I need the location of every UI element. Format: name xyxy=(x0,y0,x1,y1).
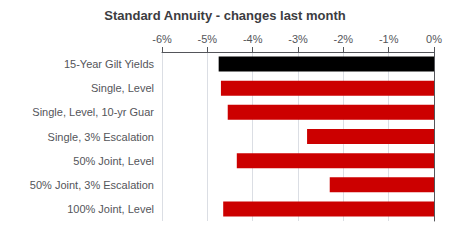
svg-text:15-Year Gilt Yields: 15-Year Gilt Yields xyxy=(64,58,155,70)
svg-text:100% Joint, Level: 100% Joint, Level xyxy=(67,203,154,215)
svg-text:50% Joint, 3% Escalation: 50% Joint, 3% Escalation xyxy=(30,179,154,191)
svg-text:Single, Level: Single, Level xyxy=(91,82,154,94)
svg-text:Single, Level, 10-yr Guar: Single, Level, 10-yr Guar xyxy=(32,106,154,118)
svg-text:0%: 0% xyxy=(426,33,442,45)
svg-text:50% Joint, Level: 50% Joint, Level xyxy=(73,155,154,167)
svg-text:Standard Annuity - changes las: Standard Annuity - changes last month xyxy=(104,8,346,23)
svg-text:-6%: -6% xyxy=(152,33,172,45)
svg-text:-1%: -1% xyxy=(379,33,399,45)
svg-text:-4%: -4% xyxy=(243,33,263,45)
svg-text:-2%: -2% xyxy=(334,33,354,45)
svg-text:-5%: -5% xyxy=(198,33,218,45)
svg-text:Single, 3% Escalation: Single, 3% Escalation xyxy=(48,131,154,143)
svg-text:-3%: -3% xyxy=(288,33,308,45)
